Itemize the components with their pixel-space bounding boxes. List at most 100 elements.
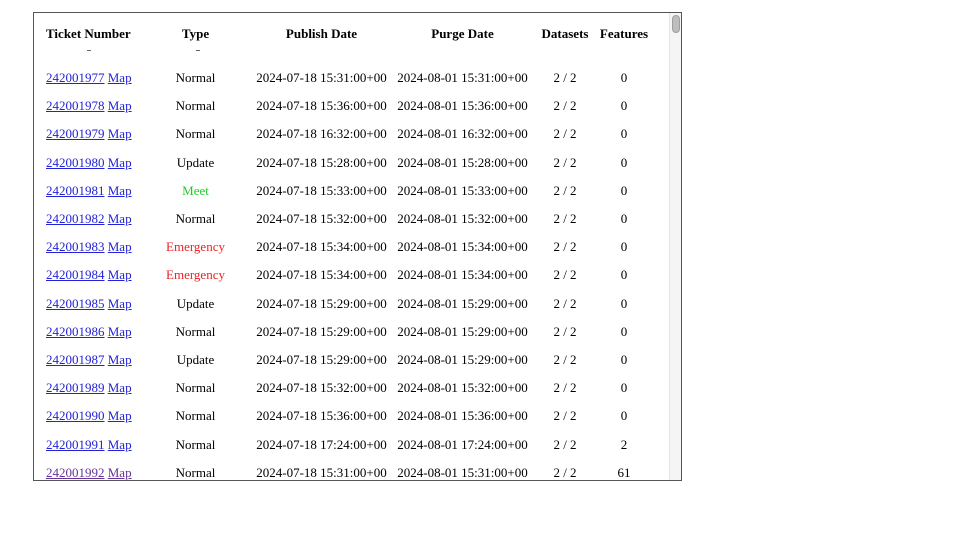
table-row: 242001992 Map Normal 2024-07-18 15:31:00+0…	[34, 459, 651, 480]
vertical-scrollbar[interactable]	[669, 13, 681, 480]
scrollbar-thumb[interactable]	[672, 15, 680, 33]
table-row: 242001989 Map Normal 2024-07-18 15:32:00+0…	[34, 374, 651, 402]
datasets-cell: 2 / 2	[553, 70, 577, 86]
table-row: 242001983 Map Emergency 2024-07-18 15:34:0…	[34, 233, 651, 261]
ticket-number-link[interactable]: 242001980	[46, 154, 105, 170]
ticket-number-link[interactable]: 242001979	[46, 126, 105, 142]
publish-date-cell: 2024-07-18 15:31:00+00	[256, 464, 387, 480]
features-cell: 0	[620, 380, 628, 396]
header-ticket-number: Ticket Number	[46, 25, 131, 41]
purge-date-cell: 2024-08-01 16:32:00+00	[397, 126, 528, 142]
ticket-number-link[interactable]: 242001990	[46, 408, 105, 424]
ticket-number-link[interactable]: 242001985	[46, 295, 105, 311]
features-cell: 0	[620, 239, 628, 255]
table-row: 242001979 Map Normal 2024-07-18 16:32:00+0…	[34, 120, 651, 148]
tickets-table: Ticket Number Type Publish Date Purge Da…	[34, 13, 651, 480]
map-link[interactable]: Map	[107, 154, 132, 170]
features-cell: 61	[617, 464, 631, 480]
purge-date-cell: 2024-08-01 15:32:00+00	[397, 380, 528, 396]
ticket-number-link[interactable]: 242001989	[46, 380, 105, 396]
ticket-cell: 242001984 Map	[34, 261, 140, 289]
ticket-cell: 242001983 Map	[34, 233, 140, 261]
publish-date-cell: 2024-07-18 15:31:00+00	[256, 70, 387, 86]
datasets-cell: 2 / 2	[553, 323, 577, 339]
map-link[interactable]: Map	[107, 182, 132, 198]
header-publish-date: Publish Date	[285, 25, 358, 41]
ticket-number-link[interactable]: 242001978	[46, 98, 105, 114]
publish-date-cell: 2024-07-18 15:32:00+00	[256, 211, 387, 227]
type-cell: Update	[176, 351, 215, 367]
purge-date-cell: 2024-08-01 15:29:00+00	[397, 323, 528, 339]
map-link[interactable]: Map	[107, 436, 132, 452]
table-header-row: Ticket Number Type Publish Date Purge Da…	[34, 13, 651, 54]
ticket-cell: 242001987 Map	[34, 346, 140, 374]
ticket-number-link[interactable]: 242001981	[46, 182, 105, 198]
table-row: 242001982 Map Normal 2024-07-18 15:32:00+0…	[34, 205, 651, 233]
ticket-number-link[interactable]: 242001991	[46, 436, 105, 452]
purge-date-cell: 2024-08-01 15:36:00+00	[397, 408, 528, 424]
cut-off-text	[87, 50, 91, 51]
features-cell: 0	[620, 351, 628, 367]
publish-date-cell: 2024-07-18 15:32:00+00	[256, 380, 387, 396]
ticket-number-link[interactable]: 242001992	[46, 464, 105, 480]
map-link[interactable]: Map	[107, 70, 132, 86]
features-cell: 0	[620, 408, 628, 424]
map-link[interactable]: Map	[107, 380, 132, 396]
map-link[interactable]: Map	[107, 211, 132, 227]
header-features: Features	[599, 25, 649, 41]
ticket-number-link[interactable]: 242001986	[46, 323, 105, 339]
type-cell: Emergency	[166, 267, 225, 283]
map-link[interactable]: Map	[107, 351, 132, 367]
ticket-number-link[interactable]: 242001982	[46, 211, 105, 227]
ticket-number-link[interactable]: 242001983	[46, 239, 105, 255]
map-link[interactable]: Map	[107, 126, 132, 142]
datasets-cell: 2 / 2	[553, 211, 577, 227]
map-link[interactable]: Map	[107, 464, 132, 480]
ticket-cell: 242001981 Map	[34, 177, 140, 205]
publish-date-cell: 2024-07-18 15:36:00+00	[256, 98, 387, 114]
features-cell: 0	[620, 70, 628, 86]
ticket-cell: 242001992 Map	[34, 459, 140, 480]
table-body: 242001977 Map Normal 2024-07-18 15:31:00+0…	[34, 64, 651, 480]
ticket-number-link[interactable]: 242001977	[46, 70, 105, 86]
header-purge-date: Purge Date	[431, 25, 494, 41]
purge-date-cell: 2024-08-01 15:32:00+00	[397, 211, 528, 227]
ticket-cell: 242001982 Map	[34, 205, 140, 233]
ticket-cell: 242001978 Map	[34, 92, 140, 120]
table-row: 242001986 Map Normal 2024-07-18 15:29:00+0…	[34, 318, 651, 346]
datasets-cell: 2 / 2	[553, 436, 577, 452]
purge-date-cell: 2024-08-01 15:31:00+00	[397, 464, 528, 480]
ticket-number-link[interactable]: 242001987	[46, 351, 105, 367]
map-link[interactable]: Map	[107, 295, 132, 311]
datasets-cell: 2 / 2	[553, 464, 577, 480]
table-row: 242001977 Map Normal 2024-07-18 15:31:00+0…	[34, 64, 651, 92]
type-cell: Normal	[175, 464, 216, 480]
publish-date-cell: 2024-07-18 17:24:00+00	[256, 436, 387, 452]
table-row: 242001991 Map Normal 2024-07-18 17:24:00+0…	[34, 430, 651, 458]
features-cell: 0	[620, 182, 628, 198]
datasets-cell: 2 / 2	[553, 98, 577, 114]
header-type: Type	[181, 25, 210, 41]
map-link[interactable]: Map	[107, 408, 132, 424]
map-link[interactable]: Map	[107, 267, 132, 283]
map-link[interactable]: Map	[107, 239, 132, 255]
ticket-cell: 242001980 Map	[34, 149, 140, 177]
table-row: 242001981 Map Meet 2024-07-18 15:33:00+00 2…	[34, 177, 651, 205]
map-link[interactable]: Map	[107, 98, 132, 114]
map-link[interactable]: Map	[107, 323, 132, 339]
tickets-scroll-area[interactable]: Ticket Number Type Publish Date Purge Da…	[34, 13, 670, 480]
features-cell: 0	[620, 126, 628, 142]
purge-date-cell: 2024-08-01 15:36:00+00	[397, 98, 528, 114]
features-cell: 0	[620, 267, 628, 283]
publish-date-cell: 2024-07-18 15:29:00+00	[256, 351, 387, 367]
datasets-cell: 2 / 2	[553, 351, 577, 367]
cut-off-text	[195, 50, 200, 51]
datasets-cell: 2 / 2	[553, 380, 577, 396]
purge-date-cell: 2024-08-01 15:29:00+00	[397, 295, 528, 311]
type-cell: Normal	[175, 380, 216, 396]
table-row: 242001978 Map Normal 2024-07-18 15:36:00+0…	[34, 92, 651, 120]
purge-date-cell: 2024-08-01 15:34:00+00	[397, 267, 528, 283]
ticket-number-link[interactable]: 242001984	[46, 267, 105, 283]
header-datasets: Datasets	[541, 25, 589, 41]
type-cell: Meet	[182, 182, 209, 198]
